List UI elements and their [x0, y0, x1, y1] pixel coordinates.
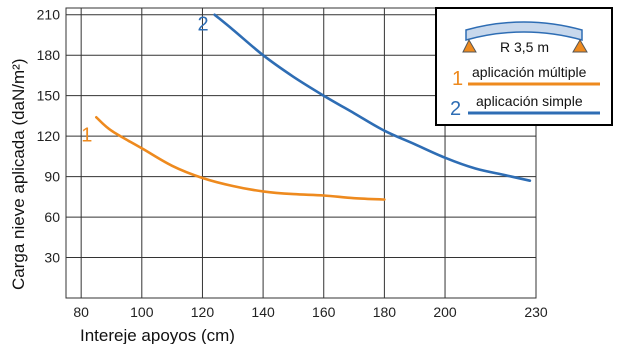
x-tick-labels: 80 100 120 140 160 180 200 230	[73, 304, 548, 320]
y-tick-label-2: 90	[44, 169, 60, 185]
right-support-icon	[572, 39, 588, 53]
curve-number-label-2: 2	[197, 14, 208, 36]
y-tick-label-1: 60	[44, 209, 60, 225]
series-line-2	[213, 13, 532, 182]
y-tick-label-5: 180	[37, 47, 61, 63]
arch-icon	[465, 21, 583, 41]
legend: R 3,5 m 1 aplicación múltiple 2 aplicaci…	[435, 7, 613, 126]
y-axis-title: Carga nieve aplicada (daN/m²)	[9, 59, 28, 291]
x-tick-label-2: 120	[191, 304, 215, 320]
x-tick-label-6: 200	[433, 304, 457, 320]
legend-label-2: aplicación simple	[476, 93, 583, 109]
legend-number-2: 2	[450, 98, 461, 120]
left-support-icon	[462, 38, 477, 53]
grid	[65, 7, 537, 299]
x-tick-label-4: 160	[312, 304, 336, 320]
y-tick-labels: 30 60 90 120 150 180 210	[37, 7, 61, 266]
legend-arch-label: R 3,5 m	[500, 39, 549, 55]
y-tick-label-0: 30	[44, 250, 60, 266]
legend-label-1: aplicación múltiple	[472, 64, 587, 80]
y-tick-label-4: 150	[37, 88, 61, 104]
x-tick-label-7: 230	[524, 304, 548, 320]
y-tick-label-6: 210	[37, 7, 61, 23]
x-tick-label-3: 140	[251, 304, 275, 320]
legend-number-1: 1	[452, 68, 463, 90]
x-tick-label-1: 100	[130, 304, 154, 320]
series-line-1	[95, 116, 386, 201]
series-lines: 12	[81, 13, 532, 201]
y-tick-label-3: 120	[37, 128, 61, 144]
x-tick-label-5: 180	[373, 304, 397, 320]
x-axis-title: Intereje apoyos (cm)	[80, 326, 235, 344]
x-tick-label-0: 80	[73, 304, 89, 320]
curve-number-label-1: 1	[81, 124, 92, 146]
